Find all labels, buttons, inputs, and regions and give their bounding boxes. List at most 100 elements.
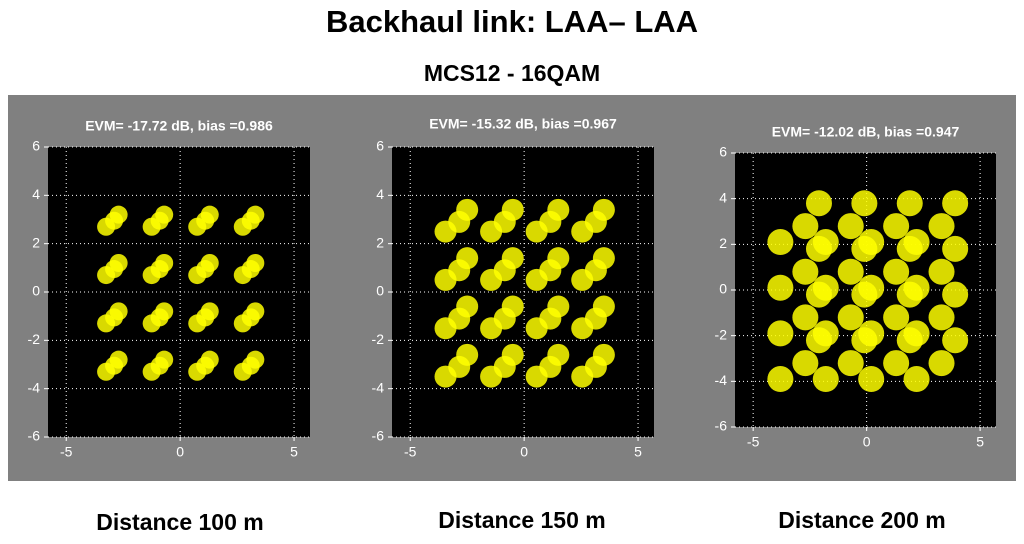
point: [105, 356, 124, 375]
point: [241, 356, 260, 375]
point: [896, 235, 923, 262]
y-tick-label: 6: [376, 138, 384, 154]
point: [883, 304, 910, 331]
y-tick-label: 4: [32, 186, 40, 202]
point: [896, 327, 923, 354]
point: [150, 356, 169, 375]
point: [767, 366, 794, 393]
point: [105, 260, 124, 279]
point: [493, 210, 516, 233]
point: [767, 274, 794, 301]
point: [767, 320, 794, 347]
caption: Distance 100 m: [96, 509, 263, 535]
point: [196, 308, 215, 327]
point: [883, 258, 910, 285]
y-tick-label: -2: [715, 326, 728, 342]
y-tick-label: 2: [376, 234, 384, 250]
point: [767, 229, 794, 256]
point: [942, 327, 969, 354]
point: [584, 210, 607, 233]
y-tick-label: 4: [719, 189, 727, 205]
point: [150, 308, 169, 327]
point: [448, 259, 471, 282]
plot-title: EVM= -12.02 dB, bias =0.947: [772, 124, 960, 140]
point: [942, 281, 969, 308]
point: [584, 307, 607, 330]
point: [942, 235, 969, 262]
plot-area: [392, 147, 654, 437]
point: [928, 213, 955, 240]
point: [539, 210, 562, 233]
point: [805, 235, 832, 262]
point: [837, 350, 864, 377]
point: [896, 281, 923, 308]
plot-title: EVM= -17.72 dB, bias =0.986: [85, 118, 273, 134]
point: [837, 213, 864, 240]
x-tick-label: 5: [290, 444, 298, 460]
y-tick-label: -2: [372, 331, 385, 347]
point: [805, 190, 832, 217]
point: [805, 281, 832, 308]
point: [903, 366, 930, 393]
point: [241, 211, 260, 230]
point: [105, 308, 124, 327]
point: [196, 260, 215, 279]
point: [792, 213, 819, 240]
point: [150, 211, 169, 230]
point: [150, 260, 169, 279]
x-tick-label: -5: [747, 434, 760, 450]
x-tick-label: 0: [863, 434, 871, 450]
point: [792, 304, 819, 331]
y-tick-label: 2: [32, 234, 40, 250]
y-tick-label: 0: [32, 283, 40, 299]
point: [851, 190, 878, 217]
y-tick-label: -6: [372, 428, 385, 444]
point: [241, 308, 260, 327]
point: [851, 281, 878, 308]
point: [837, 258, 864, 285]
caption: Distance 200 m: [778, 507, 945, 533]
point: [928, 258, 955, 285]
x-tick-label: -5: [404, 444, 417, 460]
y-tick-label: 6: [719, 144, 727, 160]
y-tick-label: 0: [376, 283, 384, 299]
point: [837, 304, 864, 331]
point: [858, 366, 885, 393]
point: [196, 211, 215, 230]
point: [493, 259, 516, 282]
y-tick-label: 0: [719, 281, 727, 297]
page-title: Backhaul link: LAA– LAA: [326, 4, 698, 39]
x-tick-label: 0: [520, 444, 528, 460]
point: [584, 259, 607, 282]
point: [539, 355, 562, 378]
x-tick-label: -5: [60, 444, 73, 460]
point: [241, 260, 260, 279]
point: [896, 190, 923, 217]
y-tick-label: -4: [372, 379, 385, 395]
point: [105, 211, 124, 230]
y-tick-label: -6: [715, 418, 728, 434]
point: [942, 190, 969, 217]
point: [851, 327, 878, 354]
point: [539, 259, 562, 282]
point: [448, 307, 471, 330]
point: [928, 350, 955, 377]
y-tick-label: -6: [28, 428, 41, 444]
point: [539, 307, 562, 330]
point: [196, 356, 215, 375]
y-tick-label: 4: [376, 186, 384, 202]
point: [493, 307, 516, 330]
point: [805, 327, 832, 354]
x-tick-label: 5: [634, 444, 642, 460]
point: [928, 304, 955, 331]
caption: Distance 150 m: [438, 507, 605, 533]
point: [792, 258, 819, 285]
subtitle: MCS12 - 16QAM: [424, 60, 600, 86]
y-tick-label: 2: [719, 235, 727, 251]
point: [851, 235, 878, 262]
y-tick-label: -2: [28, 331, 41, 347]
point: [792, 350, 819, 377]
point: [812, 366, 839, 393]
point: [448, 210, 471, 233]
